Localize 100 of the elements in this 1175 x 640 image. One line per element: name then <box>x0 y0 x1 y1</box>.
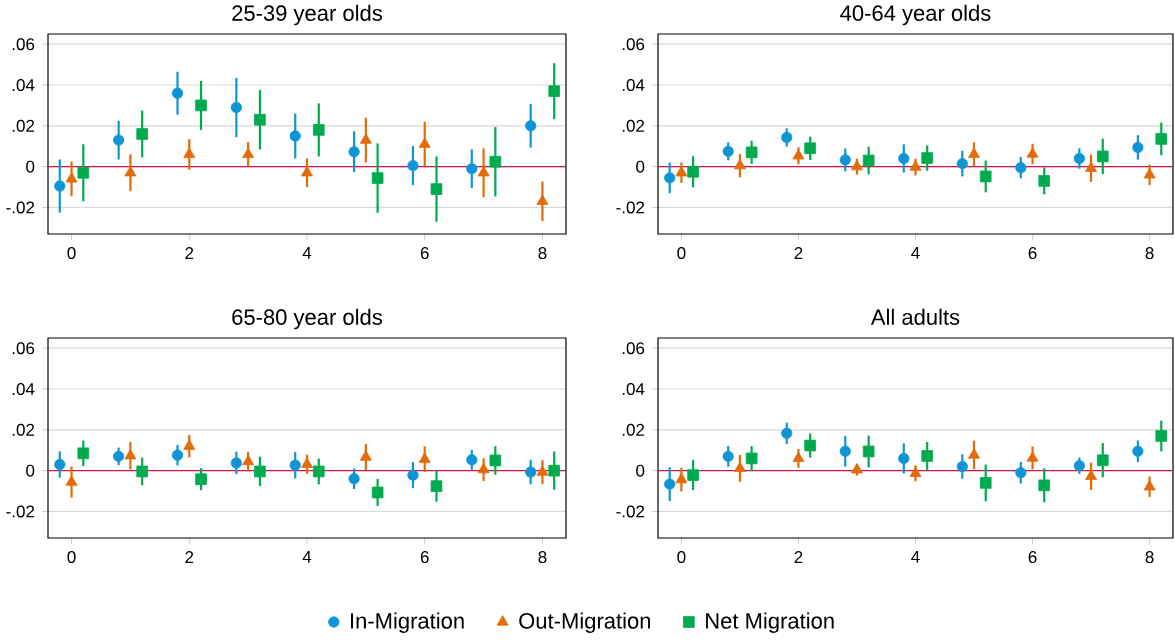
point <box>171 87 184 99</box>
point <box>230 457 242 469</box>
point <box>54 180 66 192</box>
x-tick-label: 4 <box>302 551 312 563</box>
x-tick-label: 2 <box>794 551 803 563</box>
point <box>525 466 537 478</box>
chart-title: 40-64 year olds <box>840 4 991 26</box>
point <box>466 163 478 175</box>
point <box>1096 150 1109 163</box>
y-tick-label: .04 <box>12 79 35 92</box>
point <box>312 124 325 136</box>
y-tick-label: -.02 <box>616 201 645 214</box>
point <box>371 486 384 499</box>
y-tick-label: .04 <box>622 383 645 396</box>
point <box>722 145 734 157</box>
point <box>745 452 758 465</box>
point <box>1038 175 1051 187</box>
point <box>359 450 372 461</box>
y-tick-label: 0 <box>26 464 35 477</box>
x-tick-label: 4 <box>911 551 920 563</box>
point <box>183 147 196 158</box>
point <box>745 146 758 159</box>
chart-title: 65-80 year olds <box>232 308 382 330</box>
point <box>968 448 980 459</box>
point <box>536 194 549 205</box>
point <box>898 152 910 165</box>
point <box>1026 451 1039 462</box>
point <box>664 172 676 184</box>
chart-title: 25-39 year olds <box>232 4 382 26</box>
y-tick-label: 0 <box>26 160 35 173</box>
legend-label: Net Migration <box>706 612 834 633</box>
x-tick-label: 8 <box>538 247 547 260</box>
point <box>183 439 196 450</box>
x-tick-label: 2 <box>185 551 194 563</box>
point <box>136 465 148 478</box>
point <box>359 133 372 144</box>
y-tick-label: .02 <box>12 119 35 132</box>
x-tick-label: 2 <box>185 247 194 259</box>
point <box>1073 152 1085 165</box>
point <box>489 155 502 168</box>
point <box>254 113 266 126</box>
point <box>781 427 793 439</box>
point <box>804 142 816 155</box>
y-tick-label: .04 <box>622 79 645 92</box>
point <box>430 183 443 195</box>
point <box>407 160 419 172</box>
point <box>548 85 561 97</box>
point <box>289 130 301 142</box>
point <box>1026 147 1039 158</box>
point <box>687 469 699 481</box>
point <box>1038 479 1051 492</box>
point <box>1143 168 1156 179</box>
y-tick-label: -.02 <box>616 505 645 518</box>
point <box>54 458 66 471</box>
point <box>1073 460 1085 472</box>
y-tick-label: .06 <box>622 342 645 355</box>
point <box>65 172 78 183</box>
x-tick-label: 6 <box>420 247 429 260</box>
y-tick-label: 0 <box>636 464 645 477</box>
point <box>536 465 549 476</box>
point <box>1155 430 1168 442</box>
point <box>65 475 78 486</box>
point <box>113 450 125 462</box>
point <box>113 134 125 146</box>
x-tick-label: 2 <box>794 247 803 259</box>
point <box>1096 454 1109 467</box>
point <box>124 448 137 460</box>
point <box>548 464 561 477</box>
point <box>477 462 490 474</box>
x-tick-label: 8 <box>1145 551 1154 564</box>
point <box>664 478 676 490</box>
point <box>77 166 90 179</box>
x-tick-label: 0 <box>677 247 686 260</box>
y-tick-label: 0 <box>636 160 645 173</box>
point <box>956 460 968 473</box>
point <box>418 137 431 148</box>
x-tick-label: 8 <box>538 551 547 564</box>
point <box>675 472 688 484</box>
legend-label: In-Migration <box>351 612 464 633</box>
point <box>862 445 875 458</box>
y-tick-label: .06 <box>12 342 35 355</box>
y-tick-label: .06 <box>12 38 35 51</box>
point <box>839 154 851 166</box>
x-tick-label: 0 <box>67 247 76 260</box>
point <box>1015 162 1027 174</box>
y-tick-label: -.02 <box>6 201 35 214</box>
y-tick-label: .02 <box>622 119 645 132</box>
point <box>851 463 863 474</box>
point <box>862 154 875 167</box>
point <box>979 170 992 183</box>
point <box>466 454 478 466</box>
y-tick-label: .04 <box>12 383 35 396</box>
point <box>348 473 360 485</box>
point <box>254 465 266 478</box>
point <box>489 454 502 467</box>
point <box>525 120 537 132</box>
point <box>687 165 699 178</box>
point <box>242 147 255 158</box>
point <box>1155 133 1168 145</box>
x-tick-label: 6 <box>1028 551 1037 564</box>
